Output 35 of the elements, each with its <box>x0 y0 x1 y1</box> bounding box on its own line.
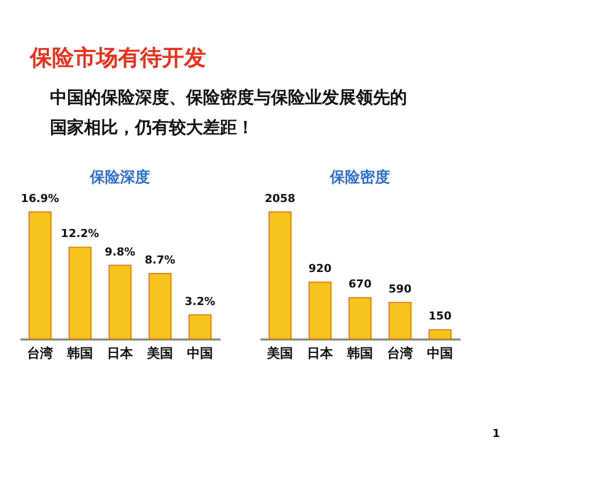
bar <box>428 329 452 340</box>
text: 中国的保险深度、保险密度与保险业发展领先的国家相比，仍有较大差距！ <box>50 88 407 138</box>
data-label: 3.2% <box>184 294 216 308</box>
text: 1 <box>492 427 500 440</box>
x-tick-label: 日本 <box>307 346 334 362</box>
data-label: 2058 <box>264 192 296 205</box>
chart-title: 保险深度 <box>89 168 150 186</box>
x-tick-label: 美国 <box>146 346 173 362</box>
x-tick-label: 日本 <box>107 346 134 362</box>
data-label: 9.8% <box>104 245 136 258</box>
bar <box>108 264 132 340</box>
data-label: 590 <box>388 282 412 296</box>
bar <box>308 282 332 340</box>
text: 保险市场有待开发 <box>29 45 206 71</box>
bar <box>148 273 172 340</box>
x-tick-label: 美国 <box>266 346 293 362</box>
data-label: 16.9% <box>20 192 60 205</box>
bar <box>188 314 212 340</box>
bar <box>348 297 372 340</box>
x-tick-label: 中国 <box>427 346 453 362</box>
bar <box>388 302 412 340</box>
data-label: 12.2% <box>60 227 100 240</box>
x-tick-label: 台湾 <box>27 346 53 362</box>
bar <box>68 246 92 340</box>
data-label: 670 <box>348 278 372 291</box>
data-label: 150 <box>428 310 452 323</box>
x-tick-label: 韩国 <box>66 346 93 362</box>
x-tick-label: 中国 <box>187 346 213 362</box>
x-tick-label: 台湾 <box>387 346 413 362</box>
bar <box>268 211 292 340</box>
data-label: 8.7% <box>144 254 176 267</box>
data-label: 920 <box>308 262 332 276</box>
chart-title: 保险密度 <box>329 168 390 186</box>
bar <box>28 211 52 340</box>
x-tick-label: 韩国 <box>346 346 373 362</box>
